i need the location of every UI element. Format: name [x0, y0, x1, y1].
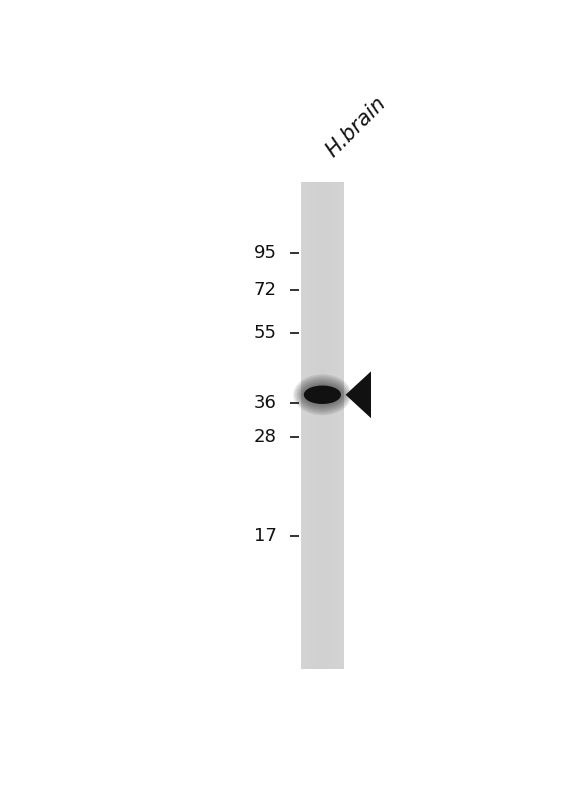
Ellipse shape [304, 386, 341, 404]
Ellipse shape [297, 378, 348, 411]
Ellipse shape [298, 380, 346, 410]
Text: 17: 17 [254, 527, 276, 546]
Polygon shape [346, 371, 371, 418]
Text: 28: 28 [254, 428, 276, 446]
Text: 55: 55 [254, 324, 276, 342]
Text: 36: 36 [254, 394, 276, 412]
Text: H.brain: H.brain [323, 93, 390, 161]
Ellipse shape [293, 374, 351, 415]
Ellipse shape [302, 384, 343, 406]
Text: 72: 72 [254, 281, 276, 299]
Ellipse shape [295, 376, 350, 414]
Text: 95: 95 [254, 244, 276, 262]
Ellipse shape [300, 382, 345, 408]
